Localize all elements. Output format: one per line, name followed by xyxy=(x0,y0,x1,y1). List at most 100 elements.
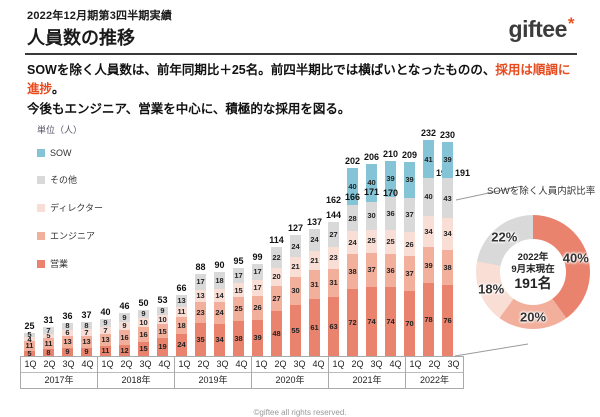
bar-segment-value: 36 xyxy=(386,210,394,218)
bar-segment-other: 27 xyxy=(328,222,339,247)
bar-segment-value: 38 xyxy=(443,264,451,272)
legend-label: SOW xyxy=(50,148,72,158)
bar-segment-sales: 55 xyxy=(290,305,301,356)
bar-segment-sales: 74 xyxy=(385,287,396,356)
axis-quarter-label: 1Q xyxy=(98,357,117,372)
bar-segment-value: 55 xyxy=(291,327,299,335)
bar-segment-value: 15 xyxy=(158,328,166,336)
bar-segment-value: 34 xyxy=(215,336,223,344)
bar-segment-value: 13 xyxy=(82,338,90,346)
bar-segment-value: 16 xyxy=(120,334,128,342)
bar-segment-value: 36 xyxy=(386,267,394,275)
bar-segment-value: 40 xyxy=(367,179,375,187)
bar-segment-other: 40 xyxy=(423,178,434,215)
bar-segment-sales: 12 xyxy=(119,345,130,356)
giftee-logo: giftee* xyxy=(509,14,574,43)
bar-segment-other: 24 xyxy=(309,229,320,251)
bar-segment-value: 7 xyxy=(84,329,88,337)
bar-segment-engineer: 26 xyxy=(252,296,263,320)
bar-segment-director: 24 xyxy=(347,231,358,253)
bar-segment-sales: 24 xyxy=(176,334,187,356)
bar-segment-value: 78 xyxy=(424,316,432,324)
bar-segment-director: 34 xyxy=(423,216,434,248)
bar-segment-value: 39 xyxy=(253,334,261,342)
bar-segment-value: 24 xyxy=(215,309,223,317)
bar-segment-director: 9 xyxy=(119,322,130,330)
bar-segment-value: 27 xyxy=(272,295,280,303)
bar-segment-value: 25 xyxy=(367,237,375,245)
bar-segment-value: 37 xyxy=(367,266,375,274)
axis-quarter-label: 1Q xyxy=(252,357,271,372)
bar-segment-value: 11 xyxy=(26,342,34,350)
summary-line1: SOWを除く人員数は、前年同期比＋25名。前四半期比では横ばいとなったものの、 xyxy=(27,63,495,77)
axis-quarter-label: 3Q xyxy=(367,357,386,372)
bar-segment-other: 24 xyxy=(290,235,301,257)
bar-segment-value: 9 xyxy=(122,314,126,322)
bar-segment-value: 17 xyxy=(196,278,204,286)
ex-sow-subtotal-label: 171 xyxy=(364,187,379,197)
bar-segment-value: 34 xyxy=(424,228,432,236)
bar-segment-value: 15 xyxy=(234,287,242,295)
axis-quarter-label: 4Q xyxy=(309,357,328,372)
axis-quarter-label: 4Q xyxy=(386,357,405,372)
bar-segment-value: 5 xyxy=(27,331,31,339)
bar-segment-engineer: 39 xyxy=(423,247,434,283)
donut-slice-label-other: 22% xyxy=(491,230,517,245)
axis-quarter-label: 4Q xyxy=(232,357,251,372)
ex-sow-subtotal-label: 170 xyxy=(383,188,398,198)
axis-year-label: 2021年 xyxy=(329,373,405,388)
bar-segment-value: 40 xyxy=(348,183,356,191)
bar-segment-sales: 34 xyxy=(214,324,225,356)
bar-segment-sales: 38 xyxy=(233,321,244,356)
bar-segment-engineer: 23 xyxy=(195,302,206,323)
bar-segment-value: 72 xyxy=(348,319,356,327)
bar-segment-sales: 11 xyxy=(100,346,111,356)
bar-total-label: 144 xyxy=(320,210,348,220)
bar-segment-engineer: 30 xyxy=(290,277,301,305)
bar-segment-value: 8 xyxy=(65,322,69,330)
axis-year-label: 2018年 xyxy=(98,373,174,388)
bar-segment-value: 70 xyxy=(405,320,413,328)
bar-segment-director: 10 xyxy=(157,315,168,324)
bar-segment-value: 24 xyxy=(310,236,318,244)
bar-segment-sales: 15 xyxy=(138,342,149,356)
bar-segment-director: 13 xyxy=(195,290,206,302)
donut-center-label: 2022年 9月末現在 191名 xyxy=(500,239,566,305)
legend-item-director: ディレクター xyxy=(37,201,103,214)
donut-center-date: 9月末現在 xyxy=(511,264,554,276)
bar-segment-sales: 48 xyxy=(271,311,282,356)
bar-segment-director: 7 xyxy=(81,329,92,336)
bar-segment-engineer: 31 xyxy=(328,269,339,298)
donut-slice-label-engineer: 20% xyxy=(520,310,546,325)
bar-total-label: 230 xyxy=(434,130,462,140)
bar-segment-value: 7 xyxy=(46,327,50,335)
bar-segment-engineer: 13 xyxy=(81,336,92,348)
axis-quarter-label: 3Q xyxy=(444,357,463,372)
bar-segment-other: 18 xyxy=(214,272,225,289)
bar-segment-other: 5 xyxy=(24,333,35,338)
bar-segment-engineer: 13 xyxy=(100,334,111,346)
bar-segment-value: 16 xyxy=(139,331,147,339)
axis-quarter-label: 2Q xyxy=(194,357,213,372)
legend-label: ディレクター xyxy=(50,201,103,214)
unit-label: 単位（人） xyxy=(37,123,82,136)
bar-segment-value: 9 xyxy=(122,322,126,330)
bar-segment-value: 41 xyxy=(424,156,432,164)
bar-segment-director: 25 xyxy=(366,230,377,253)
bar-segment-value: 24 xyxy=(291,243,299,251)
legend-item-engineer: エンジニア xyxy=(37,229,103,242)
axis-quarter-label: 2Q xyxy=(117,357,136,372)
bar-segment-value: 24 xyxy=(177,341,185,349)
bar-segment-value: 6 xyxy=(65,329,69,337)
slide-header: 2022年12月期第3四半期実績 人員数の推移 xyxy=(27,7,172,50)
bar-segment-value: 18 xyxy=(215,277,223,285)
axis-quarter-label: 2Q xyxy=(40,357,59,372)
bar-segment-director: 14 xyxy=(214,289,225,302)
bar-segment-sales: 72 xyxy=(347,289,358,356)
bar-segment-value: 17 xyxy=(234,272,242,280)
axis-quarter-label: 4Q xyxy=(155,357,174,372)
bar-segment-other: 8 xyxy=(81,322,92,329)
bar-segment-value: 21 xyxy=(291,263,299,271)
bar-segment-value: 30 xyxy=(291,287,299,295)
